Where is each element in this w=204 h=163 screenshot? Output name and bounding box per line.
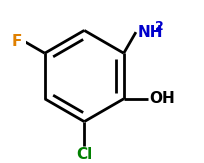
Text: F: F [12, 34, 22, 49]
Text: Cl: Cl [76, 147, 92, 162]
Text: 2: 2 [154, 20, 163, 33]
Text: OH: OH [149, 91, 174, 106]
Text: NH: NH [136, 25, 162, 40]
